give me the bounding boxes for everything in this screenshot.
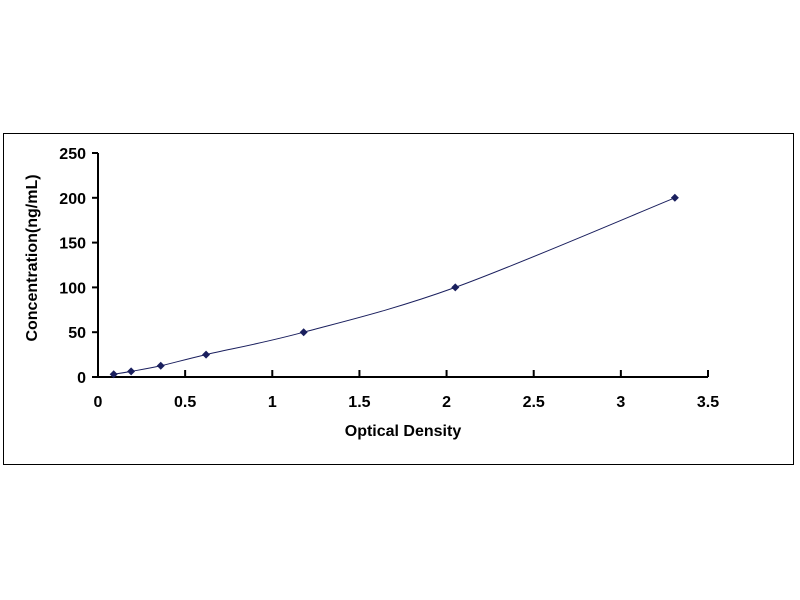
y-tick-label: 50 [68, 325, 86, 342]
x-tick-label: 1 [268, 394, 277, 411]
y-tick-label: 100 [59, 280, 86, 297]
data-point [156, 361, 165, 370]
y-tick-label: 250 [59, 146, 86, 163]
x-tick-label: 3.5 [697, 394, 719, 411]
data-point [299, 328, 308, 337]
trend-curve [113, 197, 676, 375]
y-axis-label: Concentration(ng/mL) [24, 174, 41, 341]
data-point [127, 367, 136, 376]
x-tick-label: 0 [94, 394, 103, 411]
x-tick-label: 1.5 [348, 394, 370, 411]
data-point [202, 350, 211, 359]
y-tick-label: 200 [59, 191, 86, 208]
x-tick-label: 2 [442, 394, 451, 411]
y-tick-label: 0 [77, 370, 86, 387]
x-axis-label: Optical Density [345, 423, 462, 440]
x-tick-label: 0.5 [174, 394, 196, 411]
x-tick-label: 2.5 [523, 394, 545, 411]
data-point [670, 193, 679, 202]
y-tick-label: 150 [59, 236, 86, 253]
chart-frame [3, 133, 794, 465]
x-tick-label: 3 [616, 394, 625, 411]
data-point [451, 283, 460, 292]
data-point [109, 370, 118, 379]
